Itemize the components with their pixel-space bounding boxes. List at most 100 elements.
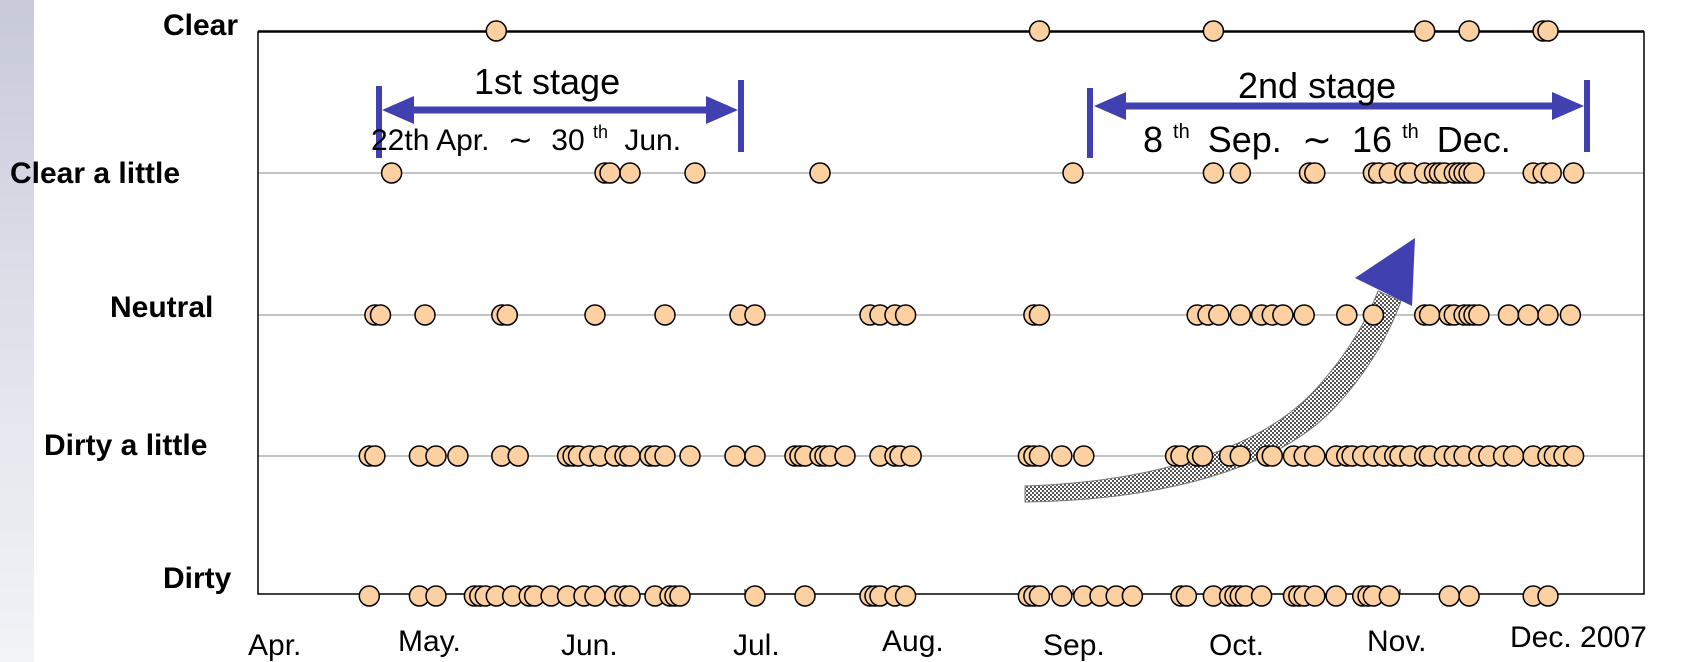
- x-axis-labels: Apr. May. Jun. Jul. Aug. Sep. Oct. Nov. …: [248, 621, 1647, 662]
- data-point: [1502, 445, 1525, 467]
- data-point: [619, 445, 641, 467]
- y-label-neutral: Neutral: [110, 291, 213, 324]
- stage-2-arrow-right-head: [1552, 92, 1584, 120]
- x-tick-may: May.: [398, 625, 461, 658]
- data-point: [744, 304, 766, 326]
- y-label-clear: Clear: [163, 9, 238, 42]
- x-tick-apr: Apr.: [248, 629, 301, 662]
- data-point: [654, 304, 676, 326]
- data-point: [1175, 585, 1198, 607]
- stage-2-arrow-left-head: [1094, 92, 1126, 120]
- stage-1-label: 1st stage: [474, 61, 620, 102]
- data-point: [1562, 445, 1585, 467]
- data-point: [380, 162, 403, 184]
- data-point: [1250, 585, 1273, 607]
- data-point: [369, 304, 392, 326]
- data-point: [584, 304, 606, 326]
- data-point: [1191, 445, 1214, 467]
- y-label-clear-a-little: Clear a little: [10, 157, 180, 190]
- stage-1-annotation: 1st stage 22th Apr. ∼ 30 th Jun.: [371, 61, 744, 158]
- data-point: [1202, 20, 1225, 42]
- data-point: [669, 585, 691, 607]
- stage-2-range-end-sup: th: [1402, 121, 1419, 143]
- y-label-dirty-a-little: Dirty a little: [44, 429, 207, 462]
- data-point: [1418, 304, 1441, 326]
- data-point: [894, 304, 917, 326]
- data-point: [834, 445, 856, 467]
- data-point: [507, 445, 529, 467]
- data-point: [1458, 585, 1480, 607]
- data-point: [1028, 445, 1051, 467]
- stage-1-range-end-sup: th: [593, 122, 608, 142]
- data-point: [425, 445, 447, 467]
- data-point: [1051, 585, 1073, 607]
- data-point: [496, 304, 519, 326]
- data-point: [724, 445, 746, 467]
- data-point: [1304, 162, 1326, 184]
- data-point: [679, 445, 701, 467]
- x-tick-nov: Nov.: [1367, 625, 1426, 658]
- data-point: [744, 445, 766, 467]
- data-point: [584, 585, 606, 607]
- data-point: [1362, 304, 1385, 326]
- data-point: [1325, 585, 1347, 607]
- data-point: [654, 445, 676, 467]
- stage-2-label: 2nd stage: [1238, 65, 1396, 106]
- data-point: [1028, 20, 1051, 42]
- data-point: [900, 445, 922, 467]
- data-point: [1463, 162, 1485, 184]
- data-point: [1497, 304, 1520, 326]
- stage-2-range: 8 th Sep. ∼ 16 th Dec.: [1143, 105, 1511, 160]
- slide-side-band: [0, 0, 34, 662]
- data-point: [1229, 162, 1252, 184]
- x-tick-jun: Jun.: [561, 629, 618, 662]
- data-point: [425, 585, 447, 607]
- stage-1-arrow-right-head: [706, 96, 738, 124]
- data-point: [1028, 585, 1051, 607]
- data-point: [1537, 20, 1559, 42]
- stage-2-range-sep: ∼: [1302, 119, 1332, 160]
- data-point: [414, 304, 436, 326]
- stage-1-arrow-left-head: [382, 96, 414, 124]
- x-tick-oct: Oct.: [1209, 629, 1264, 662]
- data-point: [1272, 304, 1294, 326]
- x-tick-dec-2007: Dec. 2007: [1510, 621, 1647, 654]
- y-label-dirty: Dirty: [163, 562, 232, 595]
- data-point: [599, 162, 621, 184]
- stage-2-range-start: Sep.: [1208, 119, 1282, 160]
- data-point: [1562, 162, 1585, 184]
- x-tick-jul: Jul.: [733, 629, 780, 662]
- data-points: [358, 20, 1585, 607]
- data-point: [1208, 304, 1230, 326]
- data-point: [1537, 304, 1559, 326]
- data-point: [1468, 304, 1490, 326]
- data-point: [1537, 585, 1559, 607]
- data-point: [794, 585, 816, 607]
- stage-1-range-end-num: 30: [551, 124, 584, 157]
- data-point: [1051, 445, 1073, 467]
- data-point: [1304, 585, 1326, 607]
- stage-2-range-start-num: 8: [1143, 119, 1163, 160]
- data-point: [364, 445, 386, 467]
- stage-2-annotation: 2nd stage 8 th Sep. ∼ 16 th Dec.: [1087, 65, 1590, 160]
- data-point: [1229, 445, 1252, 467]
- data-point: [1413, 20, 1436, 42]
- stage-1-range-sep: ∼: [508, 124, 533, 157]
- stage-2-range-start-sup: th: [1173, 121, 1190, 143]
- data-point: [894, 585, 917, 607]
- data-point: [1438, 585, 1461, 607]
- stage-2-range-end: Dec.: [1437, 119, 1511, 160]
- data-point: [1293, 304, 1315, 326]
- data-point: [619, 162, 641, 184]
- data-point: [1073, 445, 1095, 467]
- data-point: [1559, 304, 1582, 326]
- data-point: [1062, 162, 1084, 184]
- data-point: [1261, 445, 1284, 467]
- data-point: [1229, 304, 1252, 326]
- data-point: [1028, 304, 1051, 326]
- data-point: [744, 585, 766, 607]
- stage-1-range-start: 22th Apr.: [371, 124, 489, 157]
- data-point: [1304, 445, 1326, 467]
- stage-1-range-end: Jun.: [624, 124, 681, 157]
